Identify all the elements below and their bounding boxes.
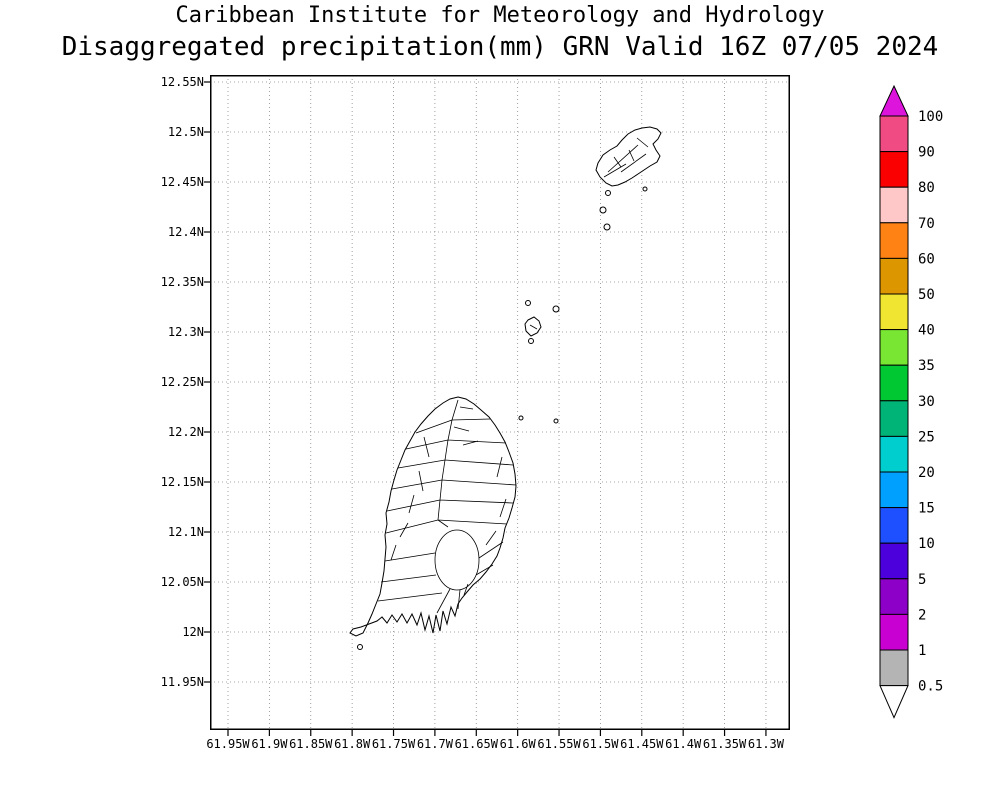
lat-tick-label: 12.25N [160, 375, 204, 389]
colorbar-segment [879, 507, 909, 544]
lat-tick-label: 12.2N [167, 425, 204, 439]
lat-tick-label: 12N [182, 625, 204, 639]
colorbar-tick-label: 10 [918, 536, 935, 552]
lon-tick-label: 61.45W [620, 737, 664, 751]
lon-tick-label: 61.3W [747, 737, 784, 751]
lon-tick-label: 61.6W [499, 737, 536, 751]
lat-tick-label: 12.55N [160, 75, 204, 89]
colorbar-tick-label: 20 [918, 465, 935, 481]
colorbar-tick-label: 35 [918, 358, 935, 374]
offshore-islet [552, 305, 560, 313]
colorbar-segment [879, 293, 909, 331]
lon-tick-label: 61.55W [537, 737, 581, 751]
colorbar-tick-label: 30 [918, 394, 935, 410]
colorbar-above-max-arrow [879, 84, 909, 117]
colorbar-segment [879, 649, 909, 687]
colorbar-tick-label: 2 [918, 607, 926, 623]
colorbar-segment [879, 471, 909, 509]
lat-tick-label: 12.1N [167, 525, 204, 539]
colorbar-segment [879, 115, 909, 153]
offshore-islet [518, 415, 524, 421]
colorbar-segment [879, 329, 909, 366]
islands-group [349, 126, 662, 650]
title-block: Caribbean Institute for Meteorology and … [0, 2, 1000, 64]
colorbar-segment [879, 542, 909, 580]
carriacou-watershed-boundaries [603, 137, 649, 178]
lon-tick-label: 61.4W [665, 737, 702, 751]
precipitation-colorbar: 100 90 80 70 60 50 40 35 30 25 20 15 10 5 2 1 0.5 [879, 84, 943, 719]
lat-tick-label: 12.15N [160, 475, 204, 489]
lat-tick-label: 12.05N [160, 575, 204, 589]
lon-tick-label: 61.75W [371, 737, 416, 751]
lon-tick-label: 61.8W [334, 737, 371, 751]
lat-tick-label: 12.3N [167, 325, 204, 339]
colorbar-tick-label: 15 [918, 501, 935, 517]
lon-tick-label: 61.7W [416, 737, 453, 751]
colorbar-tick-label: 60 [918, 251, 935, 267]
offshore-islet [642, 186, 648, 192]
colorbar-tick-label: 5 [918, 572, 926, 588]
lat-tick-label: 12.5N [167, 125, 204, 139]
colorbar-segment [879, 400, 909, 437]
colorbar-segment [879, 435, 909, 473]
ronde-island-inner-line [529, 324, 538, 330]
lon-tick-label: 61.35W [702, 737, 747, 751]
colorbar-below-min-arrow [879, 685, 909, 719]
colorbar-segment [879, 222, 909, 259]
colorbar-tick-label: 100 [918, 109, 943, 125]
colorbar-segment [879, 578, 909, 615]
colorbar-tick-label: 1 [918, 643, 926, 659]
grid-lines [204, 75, 790, 736]
colorbar-segment [879, 257, 909, 295]
grenada-watershed-boundaries [377, 399, 517, 614]
institute-title: Caribbean Institute for Meteorology and … [175, 3, 825, 28]
colorbar-segment [879, 186, 909, 224]
grenada-island-outline [349, 396, 517, 637]
colorbar-segment [879, 613, 909, 651]
map-title: Disaggregated precipitation(mm) GRN Vali… [61, 32, 939, 62]
offshore-islet [553, 418, 559, 424]
glover-island [357, 644, 363, 650]
colorbar-tick-label: 40 [918, 323, 935, 339]
colorbar-segment [879, 151, 909, 188]
colorbar-tick-label: 80 [918, 180, 935, 196]
offshore-islet [605, 190, 611, 196]
lon-tick-label: 61.5W [582, 737, 619, 751]
lon-tick-label: 61.9W [251, 737, 288, 751]
colorbar-tick-label: 70 [918, 216, 935, 232]
offshore-islet [603, 223, 611, 231]
lat-tick-label: 12.35N [160, 275, 204, 289]
colorbar-segment [879, 364, 909, 402]
lon-tick-label: 61.85W [289, 737, 333, 751]
colorbar-tick-label: 25 [918, 429, 935, 445]
colorbar-tick-label: 50 [918, 287, 935, 303]
colorbar-tick-label: 0.5 [918, 679, 943, 695]
offshore-islet [528, 338, 534, 344]
plot-frame [210, 75, 790, 730]
colorbar-tick-label: 90 [918, 145, 935, 161]
lat-tick-label: 12.4N [167, 225, 204, 239]
lon-tick-label: 61.65W [454, 737, 498, 751]
lon-tick-label: 61.95W [206, 737, 250, 751]
map-plot [204, 75, 790, 736]
offshore-islet [599, 206, 607, 214]
lat-tick-label: 12.45N [160, 175, 204, 189]
lat-tick-label: 11.95N [160, 675, 204, 689]
carriacou-island-outline [595, 126, 662, 187]
offshore-islet [525, 300, 531, 306]
